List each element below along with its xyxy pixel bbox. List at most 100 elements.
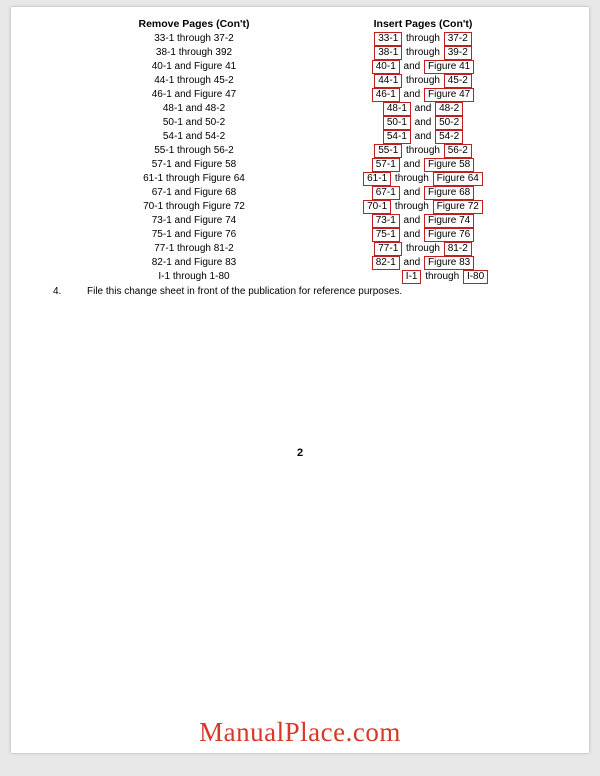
remove-pages-column: Remove Pages (Con't) 33-1 through 37-238… xyxy=(51,17,301,284)
boxed-page-ref: 37-2 xyxy=(444,32,472,46)
insert-row: 82-1 and Figure 83 xyxy=(313,256,533,270)
remove-row: 40-1 and Figure 41 xyxy=(87,60,301,74)
connector-text: and xyxy=(401,61,423,72)
insert-row: 77-1 through 81-2 xyxy=(313,242,533,256)
insert-rows-container: 33-1 through 37-238-1 through 39-240-1 a… xyxy=(313,32,533,284)
boxed-page-ref: 75-1 xyxy=(372,228,400,242)
remove-row: 54-1 and 54-2 xyxy=(87,130,301,144)
insert-row: 55-1 through 56-2 xyxy=(313,144,533,158)
insert-row: 67-1 and Figure 68 xyxy=(313,186,533,200)
connector-text: and xyxy=(412,117,434,128)
remove-row: 70-1 through Figure 72 xyxy=(87,200,301,214)
boxed-page-ref: 61-1 xyxy=(363,172,391,186)
remove-row: 73-1 and Figure 74 xyxy=(87,214,301,228)
insert-row: 33-1 through 37-2 xyxy=(313,32,533,46)
insert-row: 44-1 through 45-2 xyxy=(313,74,533,88)
connector-text: through xyxy=(403,145,442,156)
boxed-page-ref: 50-1 xyxy=(383,116,411,130)
connector-text: through xyxy=(392,201,431,212)
connector-text: through xyxy=(422,271,461,282)
boxed-page-ref: I-1 xyxy=(402,270,422,284)
connector-text: and xyxy=(401,187,423,198)
insert-column-header: Insert Pages (Con't) xyxy=(313,17,533,31)
remove-row: 61-1 through Figure 64 xyxy=(87,172,301,186)
boxed-page-ref: Figure 72 xyxy=(433,200,483,214)
connector-text: and xyxy=(401,215,423,226)
remove-row: I-1 through 1-80 xyxy=(87,270,301,284)
instruction-note: 4. File this change sheet in front of th… xyxy=(51,286,549,297)
boxed-page-ref: Figure 68 xyxy=(424,186,474,200)
remove-row: 75-1 and Figure 76 xyxy=(87,228,301,242)
boxed-page-ref: 81-2 xyxy=(444,242,472,256)
boxed-page-ref: 55-1 xyxy=(374,144,402,158)
insert-row: 70-1 through Figure 72 xyxy=(313,200,533,214)
insert-row: 46-1 and Figure 47 xyxy=(313,88,533,102)
boxed-page-ref: 44-1 xyxy=(374,74,402,88)
boxed-page-ref: 50-2 xyxy=(435,116,463,130)
connector-text: through xyxy=(403,33,442,44)
boxed-page-ref: Figure 41 xyxy=(424,60,474,74)
insert-row: 48-1 and 48-2 xyxy=(313,102,533,116)
remove-row: 57-1 and Figure 58 xyxy=(87,158,301,172)
remove-row: 33-1 through 37-2 xyxy=(87,32,301,46)
boxed-page-ref: 56-2 xyxy=(444,144,472,158)
insert-row: 75-1 and Figure 76 xyxy=(313,228,533,242)
connector-text: and xyxy=(412,131,434,142)
note-text: File this change sheet in front of the p… xyxy=(87,286,549,297)
boxed-page-ref: 54-1 xyxy=(383,130,411,144)
remove-row: 55-1 through 56-2 xyxy=(87,144,301,158)
connector-text: through xyxy=(403,243,442,254)
remove-rows-container: 33-1 through 37-238-1 through 39240-1 an… xyxy=(87,32,301,284)
connector-text: through xyxy=(403,75,442,86)
insert-row: 57-1 and Figure 58 xyxy=(313,158,533,172)
page-number: 2 xyxy=(11,447,589,459)
boxed-page-ref: 73-1 xyxy=(372,214,400,228)
document-page: Remove Pages (Con't) 33-1 through 37-238… xyxy=(11,7,589,753)
boxed-page-ref: Figure 76 xyxy=(424,228,474,242)
remove-row: 48-1 and 48-2 xyxy=(87,102,301,116)
watermark-text: ManualPlace.com xyxy=(11,717,589,748)
boxed-page-ref: 38-1 xyxy=(374,46,402,60)
boxed-page-ref: 70-1 xyxy=(363,200,391,214)
insert-pages-column: Insert Pages (Con't) 33-1 through 37-238… xyxy=(313,17,533,284)
remove-row: 46-1 and Figure 47 xyxy=(87,88,301,102)
columns-container: Remove Pages (Con't) 33-1 through 37-238… xyxy=(51,17,549,284)
remove-row: 38-1 through 392 xyxy=(87,46,301,60)
remove-row: 67-1 and Figure 68 xyxy=(87,186,301,200)
boxed-page-ref: 48-2 xyxy=(435,102,463,116)
connector-text: and xyxy=(401,229,423,240)
connector-text: and xyxy=(401,257,423,268)
insert-row: 50-1 and 50-2 xyxy=(313,116,533,130)
boxed-page-ref: 45-2 xyxy=(444,74,472,88)
boxed-page-ref: Figure 83 xyxy=(424,256,474,270)
boxed-page-ref: 82-1 xyxy=(372,256,400,270)
note-number: 4. xyxy=(51,286,87,297)
boxed-page-ref: Figure 74 xyxy=(424,214,474,228)
connector-text: and xyxy=(412,103,434,114)
insert-row: 73-1 and Figure 74 xyxy=(313,214,533,228)
insert-row: 61-1 through Figure 64 xyxy=(313,172,533,186)
connector-text: through xyxy=(403,47,442,58)
remove-row: 82-1 and Figure 83 xyxy=(87,256,301,270)
insert-row: 40-1 and Figure 41 xyxy=(313,60,533,74)
boxed-page-ref: 39-2 xyxy=(444,46,472,60)
boxed-page-ref: 48-1 xyxy=(383,102,411,116)
connector-text: through xyxy=(392,173,431,184)
boxed-page-ref: 33-1 xyxy=(374,32,402,46)
boxed-page-ref: 46-1 xyxy=(372,88,400,102)
remove-row: 77-1 through 81-2 xyxy=(87,242,301,256)
boxed-page-ref: I-80 xyxy=(463,270,488,284)
remove-row: 50-1 and 50-2 xyxy=(87,116,301,130)
boxed-page-ref: 40-1 xyxy=(372,60,400,74)
insert-row: 54-1 and 54-2 xyxy=(313,130,533,144)
boxed-page-ref: Figure 64 xyxy=(433,172,483,186)
boxed-page-ref: 67-1 xyxy=(372,186,400,200)
boxed-page-ref: Figure 47 xyxy=(424,88,474,102)
insert-row: I-1 through I-80 xyxy=(313,270,533,284)
connector-text: and xyxy=(401,159,423,170)
connector-text: and xyxy=(401,89,423,100)
remove-row: 44-1 through 45-2 xyxy=(87,74,301,88)
boxed-page-ref: 54-2 xyxy=(435,130,463,144)
boxed-page-ref: Figure 58 xyxy=(424,158,474,172)
remove-column-header: Remove Pages (Con't) xyxy=(87,17,301,31)
